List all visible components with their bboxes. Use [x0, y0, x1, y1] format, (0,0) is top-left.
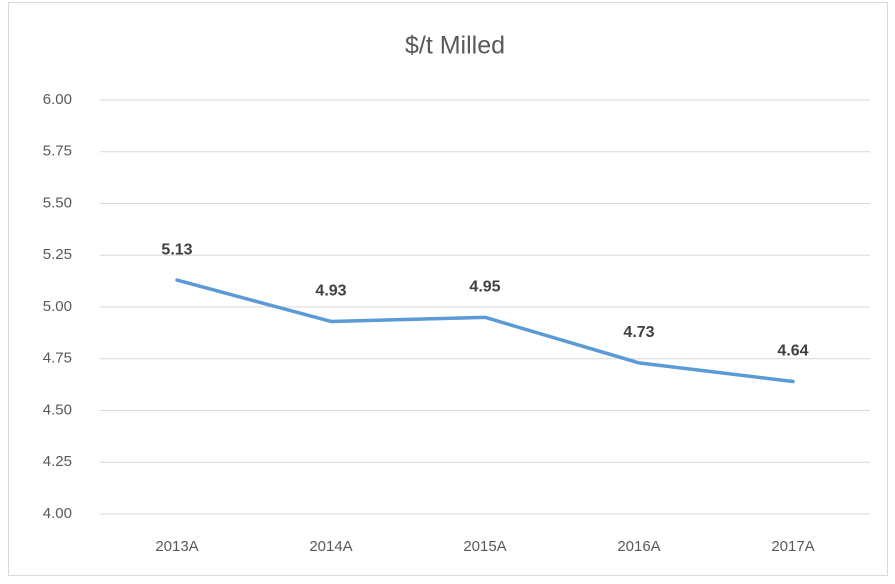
y-tick-label: 5.00 — [43, 298, 72, 315]
y-tick-label: 5.75 — [43, 143, 72, 160]
x-tick-label: 2014A — [309, 538, 352, 555]
data-label: 4.64 — [777, 343, 808, 360]
y-tick-label: 4.25 — [43, 453, 72, 470]
chart-title: $/t Milled — [405, 32, 505, 60]
y-tick-label: 5.50 — [43, 194, 72, 211]
line — [175, 278, 795, 384]
data-label: 4.95 — [469, 279, 500, 296]
data-label: 5.13 — [161, 241, 192, 258]
y-tick-label: 5.25 — [43, 246, 72, 263]
data-label: 4.73 — [623, 324, 654, 341]
data-label: 4.93 — [315, 283, 346, 300]
y-tick-label: 4.75 — [43, 350, 72, 367]
x-tick-label: 2017A — [771, 538, 814, 555]
x-tick-label: 2013A — [155, 538, 198, 555]
x-tick-label: 2015A — [463, 538, 506, 555]
y-tick-label: 6.00 — [43, 91, 72, 108]
y-tick-label: 4.50 — [43, 401, 72, 418]
chart-border — [8, 2, 888, 576]
x-tick-label: 2016A — [617, 538, 660, 555]
y-tick-label: 4.00 — [43, 505, 72, 522]
